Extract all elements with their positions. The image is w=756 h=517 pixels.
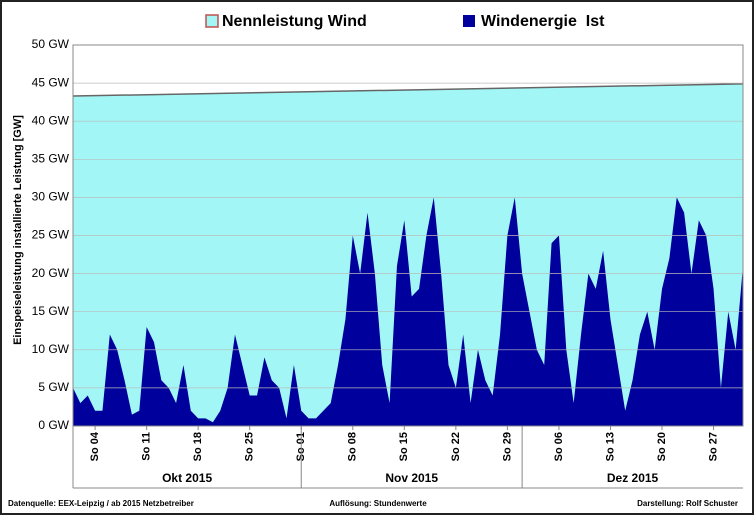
x-tick-label: So 20 [656, 432, 668, 461]
footer-source: Datenquelle: EEX-Leipzig / ab 2015 Netzb… [8, 499, 194, 508]
y-tick-label: 35 GW [32, 151, 70, 165]
y-tick-label: 20 GW [32, 266, 70, 280]
x-tick-label: So 15 [398, 432, 410, 461]
y-tick-label: 40 GW [32, 113, 70, 127]
legend-swatch [463, 15, 475, 27]
y-tick-label: 10 GW [32, 342, 70, 356]
month-label: Dez 2015 [607, 471, 659, 485]
x-tick-label: So 22 [450, 432, 462, 461]
x-tick-label: So 18 [192, 432, 204, 461]
x-tick-label: So 06 [553, 432, 565, 461]
y-tick-label: 30 GW [32, 190, 70, 204]
x-tick-label: So 29 [501, 432, 513, 461]
month-label: Okt 2015 [162, 471, 212, 485]
x-tick-label: So 13 [604, 432, 616, 461]
y-tick-label: 0 GW [38, 418, 69, 432]
x-tick-label: So 27 [707, 432, 719, 461]
legend-swatch [205, 14, 219, 28]
plot-border [72, 44, 744, 427]
y-tick-label: 50 GW [32, 37, 70, 51]
footer-author: Darstellung: Rolf Schuster [637, 499, 738, 508]
legend-label: Windenergie Ist [481, 13, 605, 30]
x-tick-label: So 04 [89, 431, 101, 461]
footer-resolution: Auflösung: Stundenwerte [329, 499, 427, 508]
y-tick-label: 5 GW [38, 380, 69, 394]
x-tick-label: So 08 [347, 432, 359, 461]
month-label: Nov 2015 [385, 471, 438, 485]
x-tick-label: So 25 [244, 432, 256, 461]
y-tick-label: 15 GW [32, 304, 70, 318]
capacity-line [72, 83, 744, 97]
y-axis-label: Einspeiseleistung installierte Leistung … [12, 115, 24, 345]
area [73, 83, 743, 426]
y-tick-label: 25 GW [32, 228, 70, 242]
legend-label: Nennleistung Wind [222, 13, 367, 30]
y-tick-label: 45 GW [32, 75, 70, 89]
x-tick-label: So 11 [141, 432, 153, 461]
